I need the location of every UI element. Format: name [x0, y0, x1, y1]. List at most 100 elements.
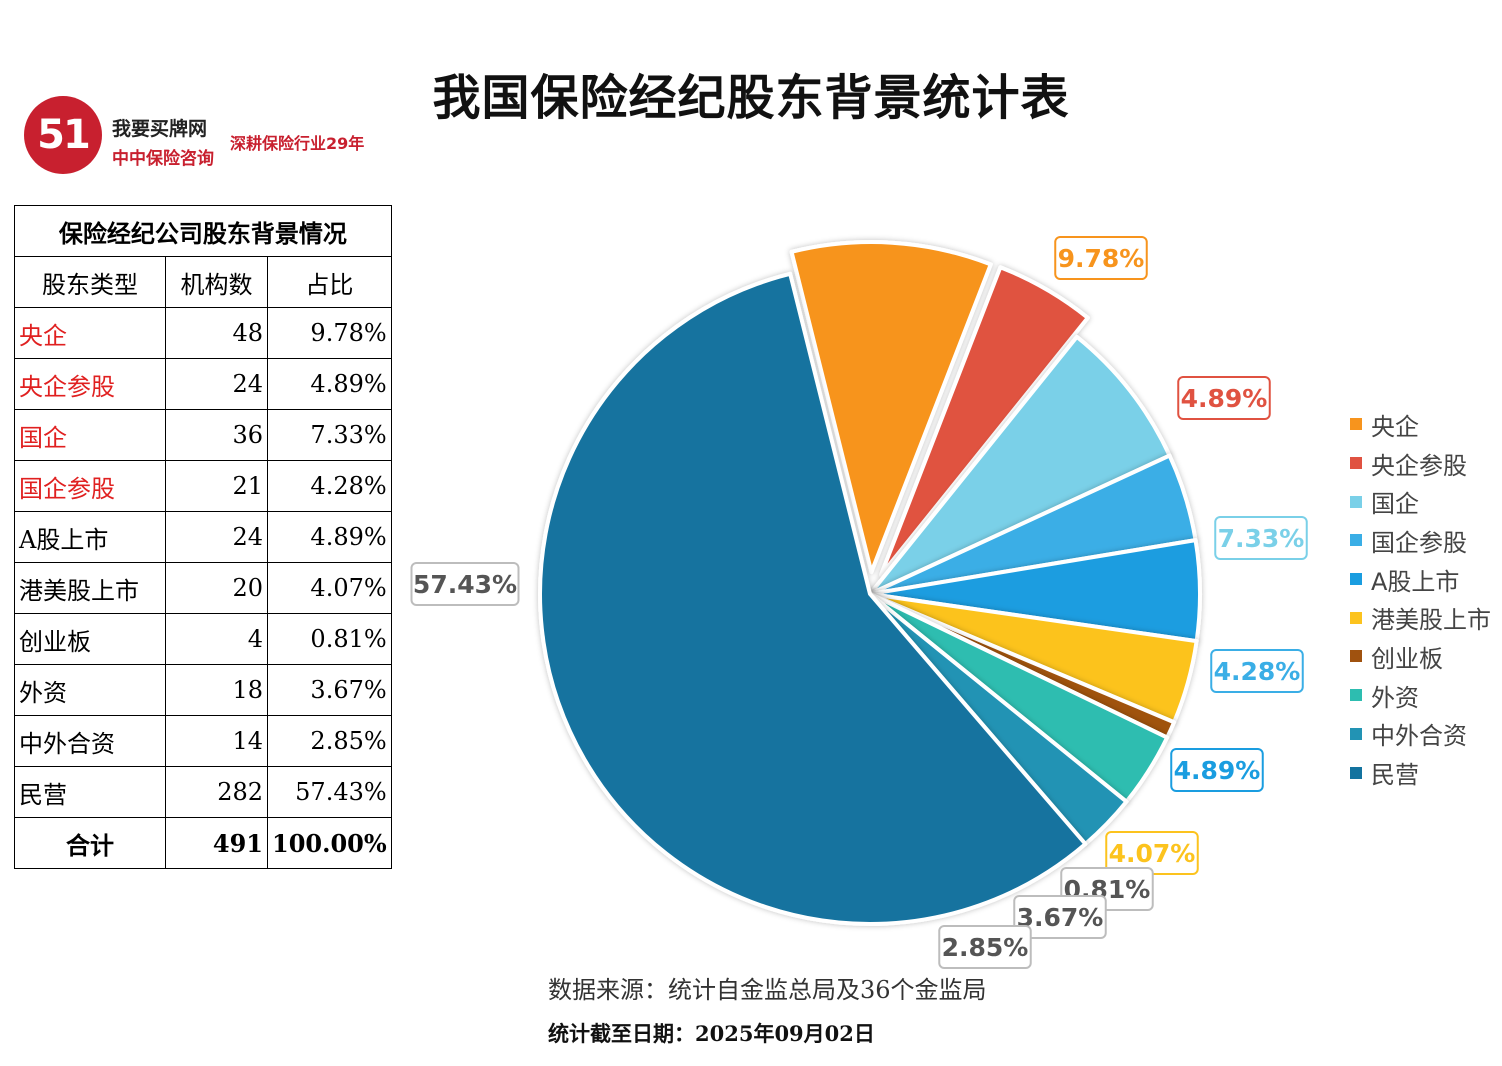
table-row: 中外合资 14 2.85%: [14, 715, 392, 767]
cell-type: 央企: [14, 307, 166, 359]
total-pct: 100.00%: [267, 817, 392, 869]
cell-count: 282: [165, 766, 268, 818]
logo-slogan: 深耕保险行业29年: [230, 134, 365, 153]
data-label-box: [1210, 649, 1304, 693]
data-label: 9.78%: [1054, 236, 1148, 280]
data-label-box: [1170, 748, 1264, 792]
total-count: 491: [165, 817, 268, 869]
table-row: 国企 36 7.33%: [14, 409, 392, 461]
data-label: 4.28%: [1210, 649, 1304, 693]
data-label-box: [1054, 236, 1148, 280]
cell-count: 24: [165, 358, 268, 410]
pie-slice-10: [537, 271, 1088, 926]
cell-count: 4: [165, 613, 268, 665]
cell-type: 中外合资: [14, 715, 166, 767]
cell-pct: 3.67%: [267, 664, 392, 716]
cell-count: 18: [165, 664, 268, 716]
pie-slice-3: [868, 334, 1172, 596]
cell-pct: 4.89%: [267, 358, 392, 410]
legend-item: A股上市: [1350, 560, 1491, 599]
cell-pct: 4.07%: [267, 562, 392, 614]
legend: 央企央企参股国企国企参股 A股上市港美股上市创业板外资中外合资民营: [1350, 405, 1491, 792]
legend-item: 央企: [1350, 405, 1491, 444]
data-label-text: 7.33%: [1218, 524, 1305, 553]
cell-count: 14: [165, 715, 268, 767]
legend-swatch: [1350, 457, 1362, 470]
legend-item: 中外合资: [1350, 715, 1491, 754]
data-label-text: 4.89%: [1181, 384, 1268, 413]
legend-label: 央企: [1371, 412, 1419, 441]
legend-swatch: [1350, 727, 1362, 740]
legend-label: 创业板: [1371, 644, 1443, 673]
legend-label: 中外合资: [1371, 722, 1467, 751]
cell-pct: 4.89%: [267, 511, 392, 563]
cell-pct: 0.81%: [267, 613, 392, 665]
chart-title: 我国保险经纪股东背景统计表: [432, 70, 1070, 126]
cell-type: 央企参股: [14, 358, 166, 410]
legend-swatch: [1350, 611, 1362, 624]
cell-type: 国企: [14, 409, 166, 461]
data-label-box: [1177, 376, 1271, 420]
legend-label: 央企参股: [1371, 451, 1467, 480]
legend-item: 央企参股: [1350, 444, 1491, 483]
data-label-text: 4.28%: [1214, 657, 1301, 686]
legend-swatch: [1350, 418, 1362, 431]
legend-label: A股上市: [1371, 567, 1460, 596]
legend-swatch: [1350, 650, 1362, 663]
stat-date: 统计截至日期：2025年09月02日: [548, 1021, 875, 1046]
data-source: 数据来源：统计自金监总局及36个金监局: [548, 976, 987, 1004]
legend-swatch: [1350, 495, 1362, 508]
data-label-text: 3.67%: [1017, 903, 1104, 932]
legend-swatch: [1350, 573, 1362, 586]
data-label: 57.43%: [410, 562, 520, 606]
cell-pct: 4.28%: [267, 460, 392, 512]
pie-slice-2: [879, 265, 1090, 577]
cell-count: 48: [165, 307, 268, 359]
table-row: A股上市 24 4.89%: [14, 511, 392, 563]
legend-item: 国企参股: [1350, 521, 1491, 560]
cell-pct: 9.78%: [267, 307, 392, 359]
legend-label: 国企参股: [1371, 528, 1467, 557]
data-label-text: 4.07%: [1109, 839, 1196, 868]
logo-name: 我要买牌网: [112, 118, 208, 140]
cell-type: A股上市: [14, 511, 166, 563]
table-row: 民营 282 57.43%: [14, 766, 392, 818]
legend-item: 国企: [1350, 482, 1491, 521]
cell-pct: 7.33%: [267, 409, 392, 461]
cell-count: 36: [165, 409, 268, 461]
logo-subtitle: 中中保险咨询: [112, 149, 214, 169]
cell-type: 港美股上市: [14, 562, 166, 614]
legend-label: 民营: [1371, 761, 1419, 790]
cell-type: 国企参股: [14, 460, 166, 512]
table-caption: 保险经纪公司股东背景情况: [14, 205, 392, 257]
data-label-box: [1013, 895, 1107, 939]
data-label-text: 2.85%: [942, 933, 1029, 962]
cell-pct: 57.43%: [267, 766, 392, 818]
table-row: 央企参股 24 4.89%: [14, 358, 392, 410]
data-label: 4.89%: [1170, 748, 1264, 792]
cell-count: 24: [165, 511, 268, 563]
data-label: 3.67%: [1013, 895, 1107, 939]
legend-swatch: [1350, 766, 1362, 779]
table-row: 创业板 4 0.81%: [14, 613, 392, 665]
legend-label: 国企: [1371, 490, 1419, 519]
data-label: 4.89%: [1177, 376, 1271, 420]
data-label-box: [1214, 516, 1308, 560]
legend-label: 港美股上市: [1371, 606, 1491, 635]
logo: 51 我要买牌网 中中保险咨询 深耕保险行业29年: [24, 96, 394, 182]
legend-item: 港美股上市: [1350, 598, 1491, 637]
data-label-box: [410, 562, 520, 606]
data-label-text: 57.43%: [413, 570, 517, 599]
legend-item: 民营: [1350, 753, 1491, 792]
legend-swatch: [1350, 534, 1362, 547]
header-count: 机构数: [165, 256, 268, 308]
legend-label: 外资: [1371, 683, 1419, 712]
table-row: 外资 18 3.67%: [14, 664, 392, 716]
table-row: 央企 48 9.78%: [14, 307, 392, 359]
cell-type: 创业板: [14, 613, 166, 665]
table-row: 国企参股 21 4.28%: [14, 460, 392, 512]
data-label: 7.33%: [1214, 516, 1308, 560]
logo-mark: 51: [24, 96, 102, 174]
data-label-text: 4.89%: [1174, 756, 1261, 785]
